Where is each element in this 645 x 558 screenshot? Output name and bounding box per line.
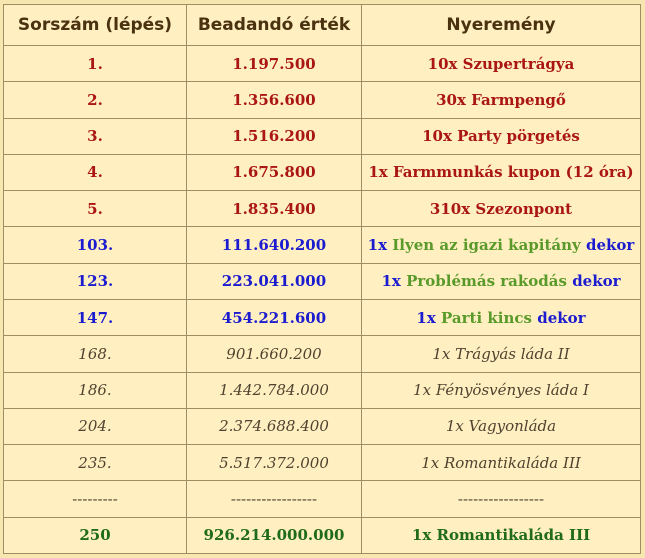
- table-row: 4. 1.675.800 1x Farmmunkás kupon (12 óra…: [3, 153, 641, 192]
- step-cell: 3.: [3, 117, 187, 155]
- prize-cell: 1x Vagyonláda: [361, 407, 641, 446]
- prize-cell: 1x Fényösvényes láda I: [361, 371, 641, 409]
- table-row: 103. 111.640.200 1x Ilyen az igazi kapit…: [3, 226, 641, 264]
- prize-cell: 1x Farmmunkás kupon (12 óra): [361, 153, 641, 192]
- prize-cell: 1x Problémás rakodás dekor: [361, 262, 641, 300]
- step-cell: 123.: [3, 262, 187, 300]
- prize-cell: 10x Szupertrágya: [361, 44, 641, 83]
- step-cell: 235.: [3, 444, 187, 482]
- value-cell: 2.374.688.400: [186, 407, 362, 446]
- step-cell: 1.: [3, 44, 187, 83]
- table-row: 186. 1.442.784.000 1x Fényösvényes láda …: [3, 371, 641, 409]
- prize-suffix: dekor: [586, 236, 635, 255]
- separator-row: --------- ----------------- ------------…: [3, 480, 641, 518]
- prize-name: Problémás rakodás: [406, 272, 567, 291]
- step-cell: 147.: [3, 298, 187, 337]
- value-cell: 1.675.800: [186, 153, 362, 192]
- prize-name: Parti kincs: [441, 308, 532, 327]
- value-cell: -----------------: [186, 480, 362, 518]
- prize-cell: 1x Ilyen az igazi kapitány dekor: [361, 226, 641, 264]
- step-cell: 250: [3, 516, 187, 555]
- table-row: 1. 1.197.500 10x Szupertrágya: [3, 44, 641, 83]
- prize-qty: 1x: [367, 236, 388, 255]
- prize-cell: 1x Romantikaláda III: [361, 444, 641, 482]
- table-row: 235. 5.517.372.000 1x Romantikaláda III: [3, 444, 641, 482]
- value-cell: 454.221.600: [186, 298, 362, 337]
- prize-qty: 1x: [381, 272, 401, 291]
- value-cell: 1.835.400: [186, 190, 362, 228]
- prize-cell: 1x Parti kincs dekor: [361, 298, 641, 337]
- table-row: 3. 1.516.200 10x Party pörgetés: [3, 117, 641, 155]
- prize-table: Sorszám (lépés) Beadandó érték Nyeremény…: [3, 4, 641, 555]
- prize-suffix: dekor: [537, 308, 586, 327]
- step-cell: 5.: [3, 190, 187, 228]
- step-cell: ---------: [3, 480, 187, 518]
- prize-name: Ilyen az igazi kapitány: [392, 236, 581, 255]
- prize-suffix: dekor: [572, 272, 621, 291]
- table-row: 147. 454.221.600 1x Parti kincs dekor: [3, 298, 641, 337]
- value-cell: 926.214.000.000: [186, 516, 362, 555]
- step-cell: 168.: [3, 335, 187, 373]
- table-row: 204. 2.374.688.400 1x Vagyonláda: [3, 407, 641, 446]
- value-cell: 223.041.000: [186, 262, 362, 300]
- value-cell: 1.516.200: [186, 117, 362, 155]
- table-row: 168. 901.660.200 1x Trágyás láda II: [3, 335, 641, 373]
- value-cell: 111.640.200: [186, 226, 362, 264]
- value-cell: 5.517.372.000: [186, 444, 362, 482]
- prize-cell: 1x Trágyás láda II: [361, 335, 641, 373]
- prize-cell: -----------------: [361, 480, 641, 518]
- prize-cell: 1x Romantikaláda III: [361, 516, 641, 555]
- value-cell: 901.660.200: [186, 335, 362, 373]
- value-cell: 1.356.600: [186, 81, 362, 119]
- step-cell: 204.: [3, 407, 187, 446]
- table-row: 5. 1.835.400 310x Szezonpont: [3, 190, 641, 228]
- step-cell: 2.: [3, 81, 187, 119]
- header-prize: Nyeremény: [361, 4, 641, 46]
- step-cell: 103.: [3, 226, 187, 264]
- final-row: 250 926.214.000.000 1x Romantikaláda III: [3, 516, 641, 555]
- step-cell: 4.: [3, 153, 187, 192]
- prize-cell: 30x Farmpengő: [361, 81, 641, 119]
- value-cell: 1.197.500: [186, 44, 362, 83]
- value-cell: 1.442.784.000: [186, 371, 362, 409]
- header-step: Sorszám (lépés): [3, 4, 187, 46]
- prize-cell: 310x Szezonpont: [361, 190, 641, 228]
- header-value: Beadandó érték: [186, 4, 362, 46]
- table-row: 123. 223.041.000 1x Problémás rakodás de…: [3, 262, 641, 300]
- step-cell: 186.: [3, 371, 187, 409]
- prize-cell: 10x Party pörgetés: [361, 117, 641, 155]
- header-row: Sorszám (lépés) Beadandó érték Nyeremény: [3, 4, 641, 46]
- prize-qty: 1x: [416, 308, 436, 327]
- table-row: 2. 1.356.600 30x Farmpengő: [3, 81, 641, 119]
